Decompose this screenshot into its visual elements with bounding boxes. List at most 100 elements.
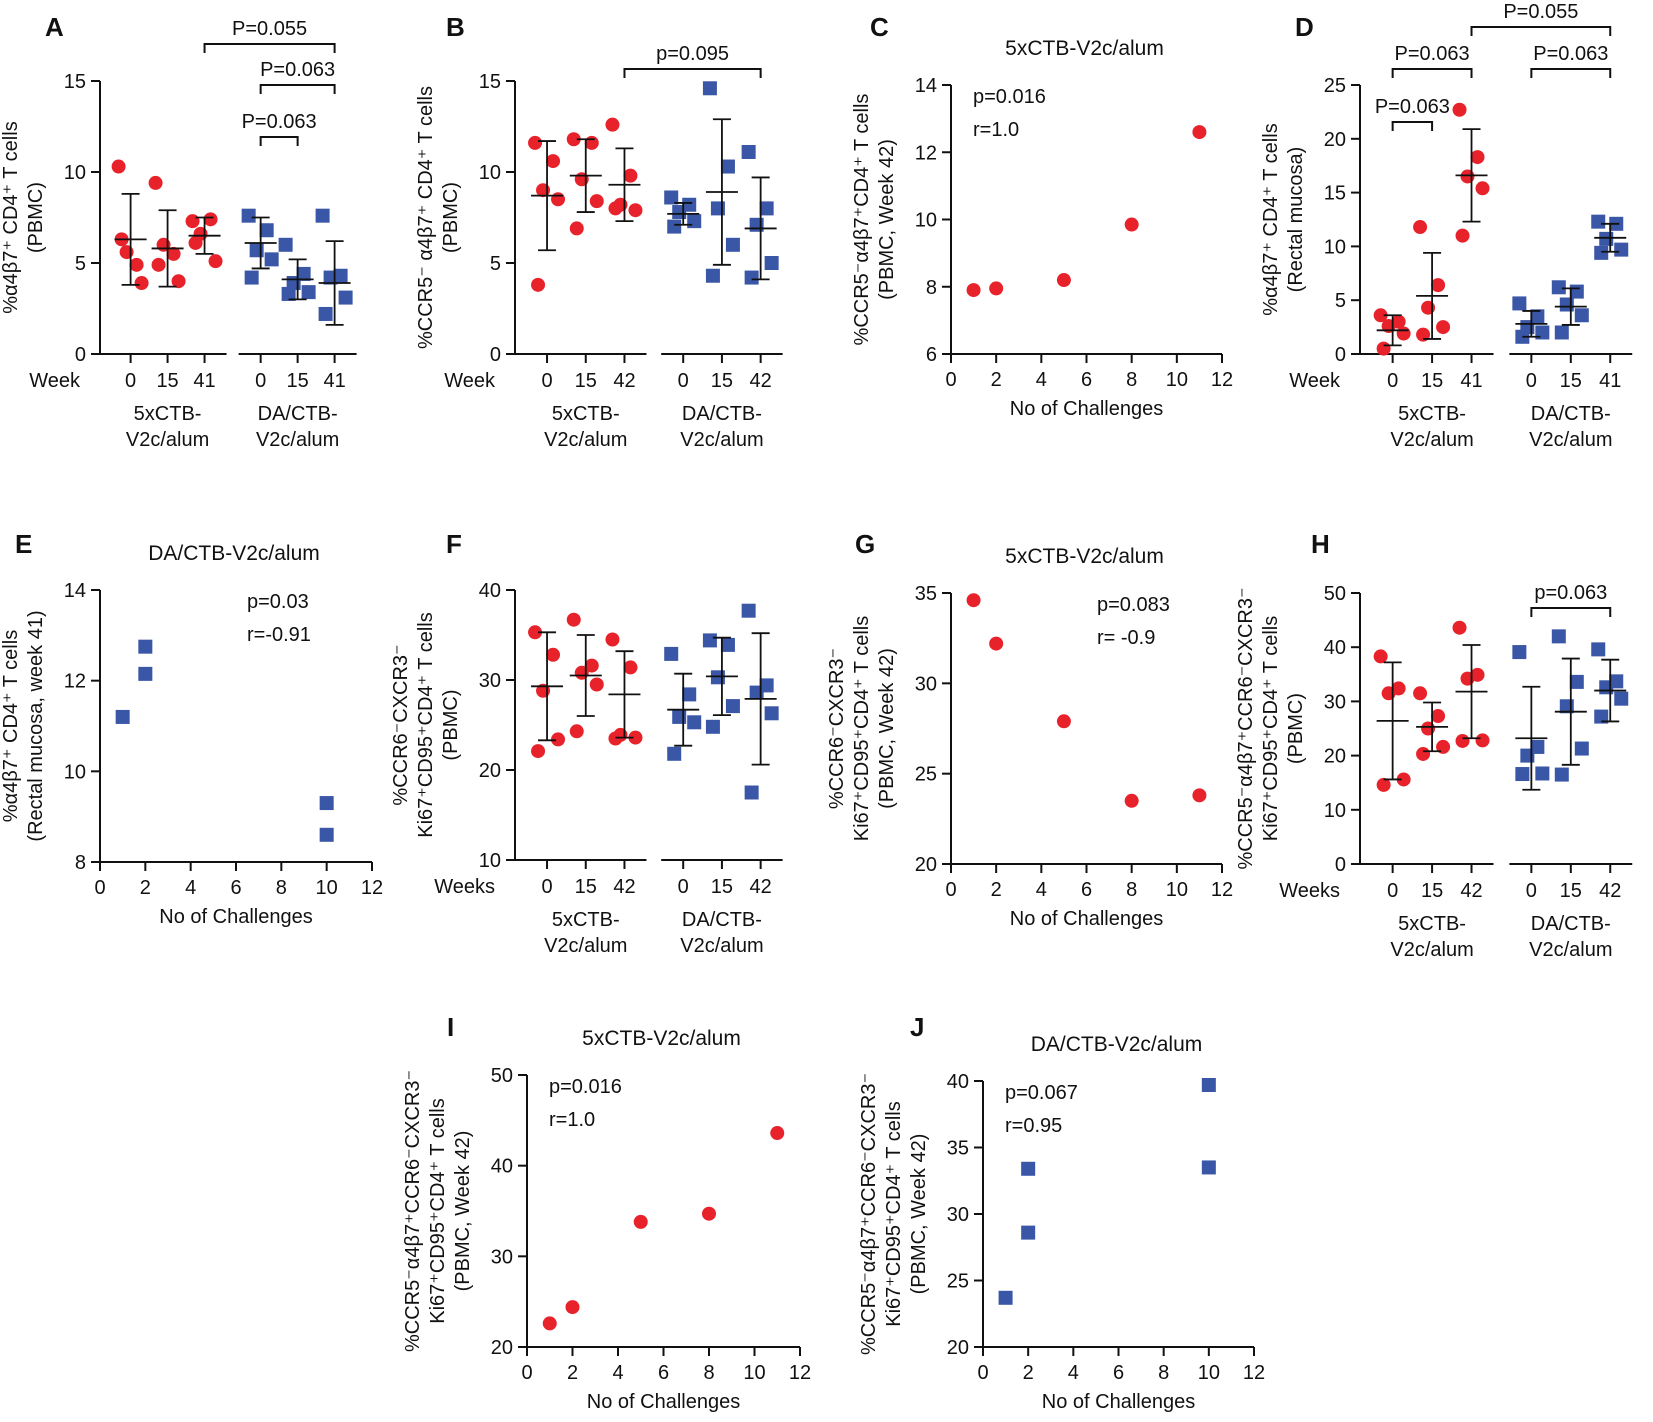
x-tick-label: 4 [1036,369,1047,391]
data-point [1591,642,1606,657]
data-point [1201,1077,1216,1092]
data-point [1455,228,1470,243]
data-point [531,277,546,292]
y-tick-label: 25 [915,764,937,786]
x-tick-label: 0 [1526,880,1537,902]
y-tick-label: 10 [1324,236,1346,258]
x-tick-label: 2 [991,879,1002,901]
stat-text: r=0.95 [1005,1115,1062,1137]
data-point [551,732,566,747]
y-tick-label: 10 [479,850,501,872]
data-point [623,168,638,183]
data-point [1376,777,1391,792]
data-point [338,290,353,305]
y-tick-label: 40 [1324,637,1346,659]
y-tick-label: 30 [479,670,501,692]
data-point [1452,620,1467,635]
y-tick-label: 15 [479,71,501,93]
data-point [1574,308,1589,323]
x-tick-label: 42 [1460,880,1482,902]
group-label: V2c/alum [1529,429,1612,451]
x-axis-label: No of Challenges [1042,1391,1195,1413]
x-tick-label: 8 [1126,369,1137,391]
y-axis-label: (Rectal mucosa) [1285,147,1307,293]
data-point [702,633,717,648]
significance-bracket [1391,68,1473,78]
data-point [1512,296,1527,311]
x-tick-label: 12 [789,1362,811,1384]
data-point [1551,629,1566,644]
data-point [705,719,720,734]
y-tick-label: 35 [915,583,937,605]
data-point [1413,686,1428,701]
y-axis-label: %CCR5⁻α4β7⁺CCR6⁻CXCR3⁻ [858,1073,880,1355]
data-point [111,159,126,174]
significance-bracket [1530,68,1612,78]
data-point [1554,325,1569,340]
x-axis-label: No of Challenges [1010,398,1163,420]
stat-text: r=1.0 [549,1109,595,1131]
x-tick-label: 6 [1081,369,1092,391]
panel-label: C [870,12,889,42]
data-point [584,658,599,673]
stat-text: p=0.067 [1005,1082,1078,1104]
significance-bracket [623,68,762,78]
data-point [546,154,561,169]
bracket-p-value: p=0.095 [656,43,729,65]
data-point [667,746,682,761]
x-tick-label: 10 [743,1362,765,1384]
x-tick-label: 8 [1126,879,1137,901]
data-point [998,1290,1013,1305]
x-tick-label: 4 [612,1362,623,1384]
group-label: DA/CTB- [1531,913,1611,935]
panel-title: DA/CTB-V2c/alum [1031,1033,1203,1056]
group-label: 5xCTB- [552,403,620,425]
x-tick-label: 41 [193,370,215,392]
data-point [628,203,643,218]
data-point [1594,709,1609,724]
x-tick-label: 12 [1211,879,1233,901]
group-label: V2c/alum [126,429,209,451]
data-point [115,709,130,724]
y-tick-label: 30 [915,673,937,695]
data-point [1192,788,1207,803]
y-axis-label: %CCR5⁻α4β7⁺CD4⁺ T cells [851,94,873,346]
y-tick-label: 0 [75,344,86,366]
data-point [605,632,620,647]
stat-text: p=0.016 [973,86,1046,108]
x-tick-label: 0 [125,370,136,392]
data-point [574,665,589,680]
data-point [623,660,638,675]
data-point [1413,220,1428,235]
data-point [171,274,186,289]
x-tick-label: 15 [1421,880,1443,902]
y-tick-label: 30 [947,1204,969,1226]
significance-bracket [1470,26,1612,36]
data-point [1376,341,1391,356]
y-tick-label: 20 [1324,129,1346,151]
group-label: DA/CTB- [682,403,762,425]
y-tick-label: 30 [1324,691,1346,713]
x-tick-label: 0 [945,369,956,391]
panel-a: A 0 5 10 15 %α4β7⁺ CD4⁺ T cells (PBMC) Week 0 15 4… [0,12,357,451]
group-label: 5xCTB- [1398,403,1466,425]
group-label: 5xCTB- [134,403,202,425]
data-point [259,223,274,238]
data-point [1475,181,1490,196]
data-point [566,132,581,147]
data-point [166,246,181,261]
y-tick-label: 8 [926,277,937,299]
data-point [759,201,774,216]
panel-h: H 0 10 20 30 40 50 %CCR5⁻α4β7⁺CCR6⁻CXCR3⁻ Ki67⁺C… [1235,529,1633,961]
data-point [725,699,740,714]
data-point [744,785,759,800]
data-point [770,1126,785,1141]
group-label: V2c/alum [544,429,627,451]
stat-text: p=0.083 [1097,594,1170,616]
y-axis-label: %CCR5⁻α4β7⁺CCR6⁻CXCR3⁻ [402,1070,424,1352]
x-axis-label: Week [29,370,81,392]
x-tick-label: 41 [1460,370,1482,392]
x-axis-label: Weeks [434,876,495,898]
y-tick-label: 20 [491,1337,513,1359]
y-tick-label: 20 [947,1337,969,1359]
